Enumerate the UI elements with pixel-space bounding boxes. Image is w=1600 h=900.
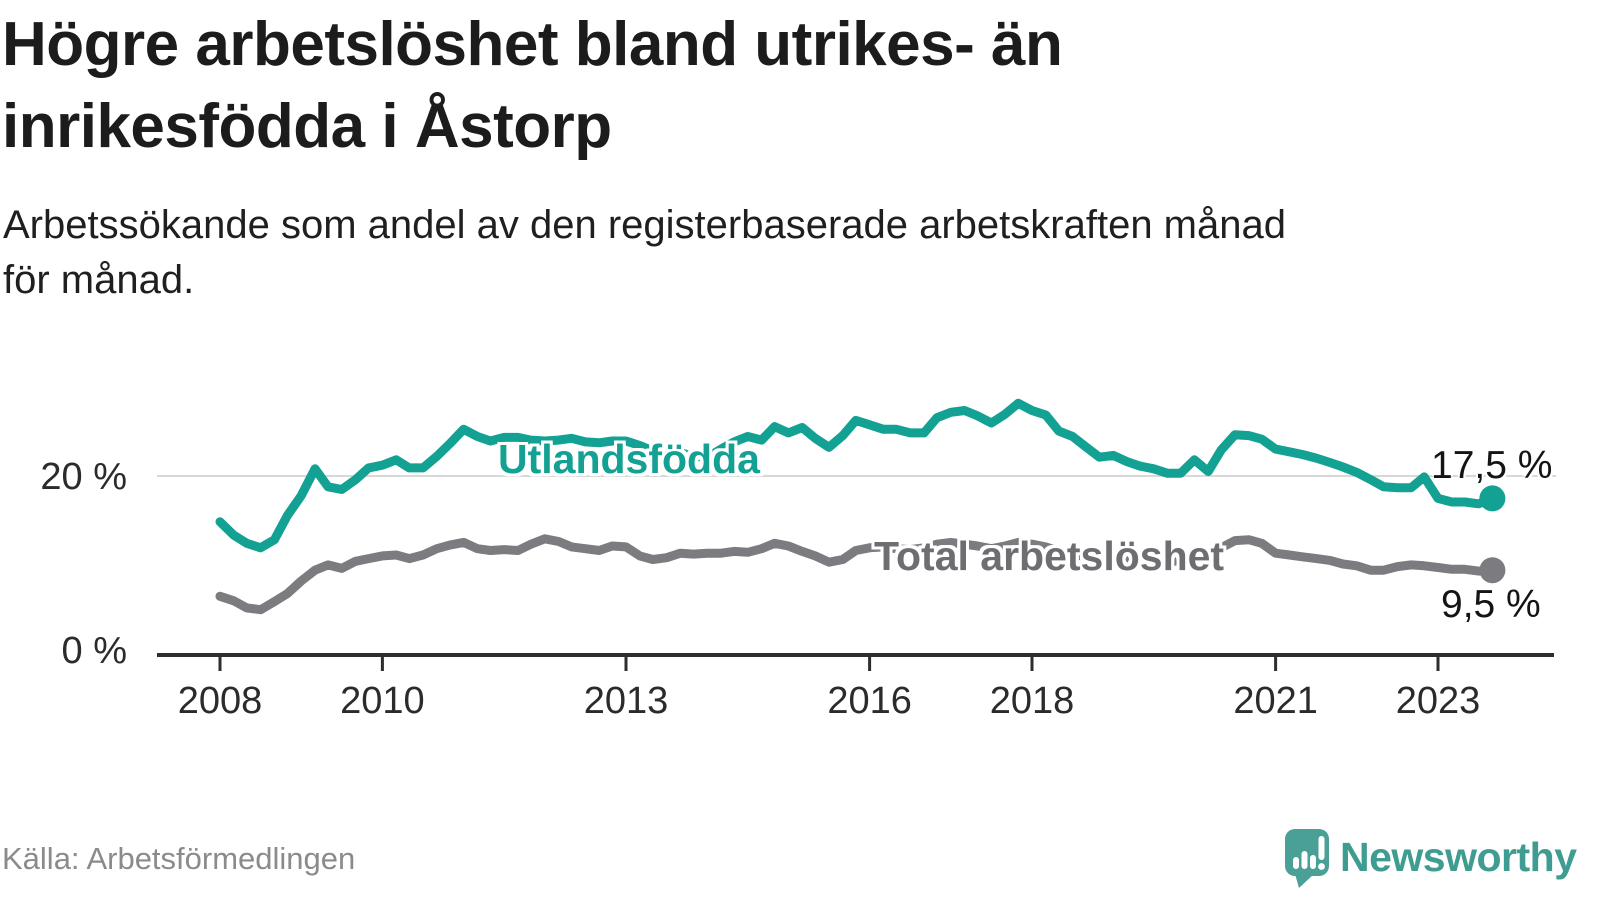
- x-axis-tick-label: 2021: [1233, 680, 1318, 722]
- page-title-line-2: inrikesfödda i Åstorp: [2, 92, 612, 161]
- end-value-label-utlandsfodda: 17,5 %: [1431, 444, 1553, 487]
- y-axis-label-0: 0 %: [61, 630, 127, 672]
- series-end-dot-0: [1479, 485, 1506, 512]
- source-attribution: Källa: Arbetsförmedlingen: [2, 841, 356, 876]
- newsworthy-wordmark: Newsworthy: [1340, 834, 1577, 880]
- x-axis-tick-label: 2013: [584, 680, 669, 722]
- page-title-line-1: Högre arbetslöshet bland utrikes- än: [2, 10, 1063, 79]
- page-title: Högre arbetslöshet bland utrikes- än inr…: [2, 4, 1562, 168]
- x-axis-tick-label: 2023: [1396, 680, 1481, 722]
- newsworthy-logo: Newsworthy: [1284, 826, 1577, 888]
- y-axis-label-20: 20 %: [40, 456, 127, 498]
- chart-subtitle-line-2: för månad.: [3, 258, 195, 302]
- x-axis-tick-label: 2010: [340, 680, 425, 722]
- x-axis-tick-label: 2018: [990, 680, 1075, 722]
- series-line-1: [215, 534, 1497, 615]
- chart-subtitle-line-1: Arbetssökande som andel av den registerb…: [3, 203, 1286, 247]
- end-value-label-total: 9,5 %: [1441, 583, 1541, 626]
- newsworthy-icon: [1285, 829, 1329, 888]
- chart-subtitle: Arbetssökande som andel av den registerb…: [3, 198, 1563, 308]
- x-axis-tick-label: 2008: [178, 680, 263, 722]
- series-label-total-arbetsloshet: Total arbetslöshet: [874, 533, 1225, 579]
- series-label-utlandsfodda: Utlandsfödda: [498, 436, 760, 482]
- x-axis-tick-label: 2016: [827, 680, 912, 722]
- series-line-0: [215, 398, 1497, 553]
- series-end-dot-1: [1479, 557, 1506, 584]
